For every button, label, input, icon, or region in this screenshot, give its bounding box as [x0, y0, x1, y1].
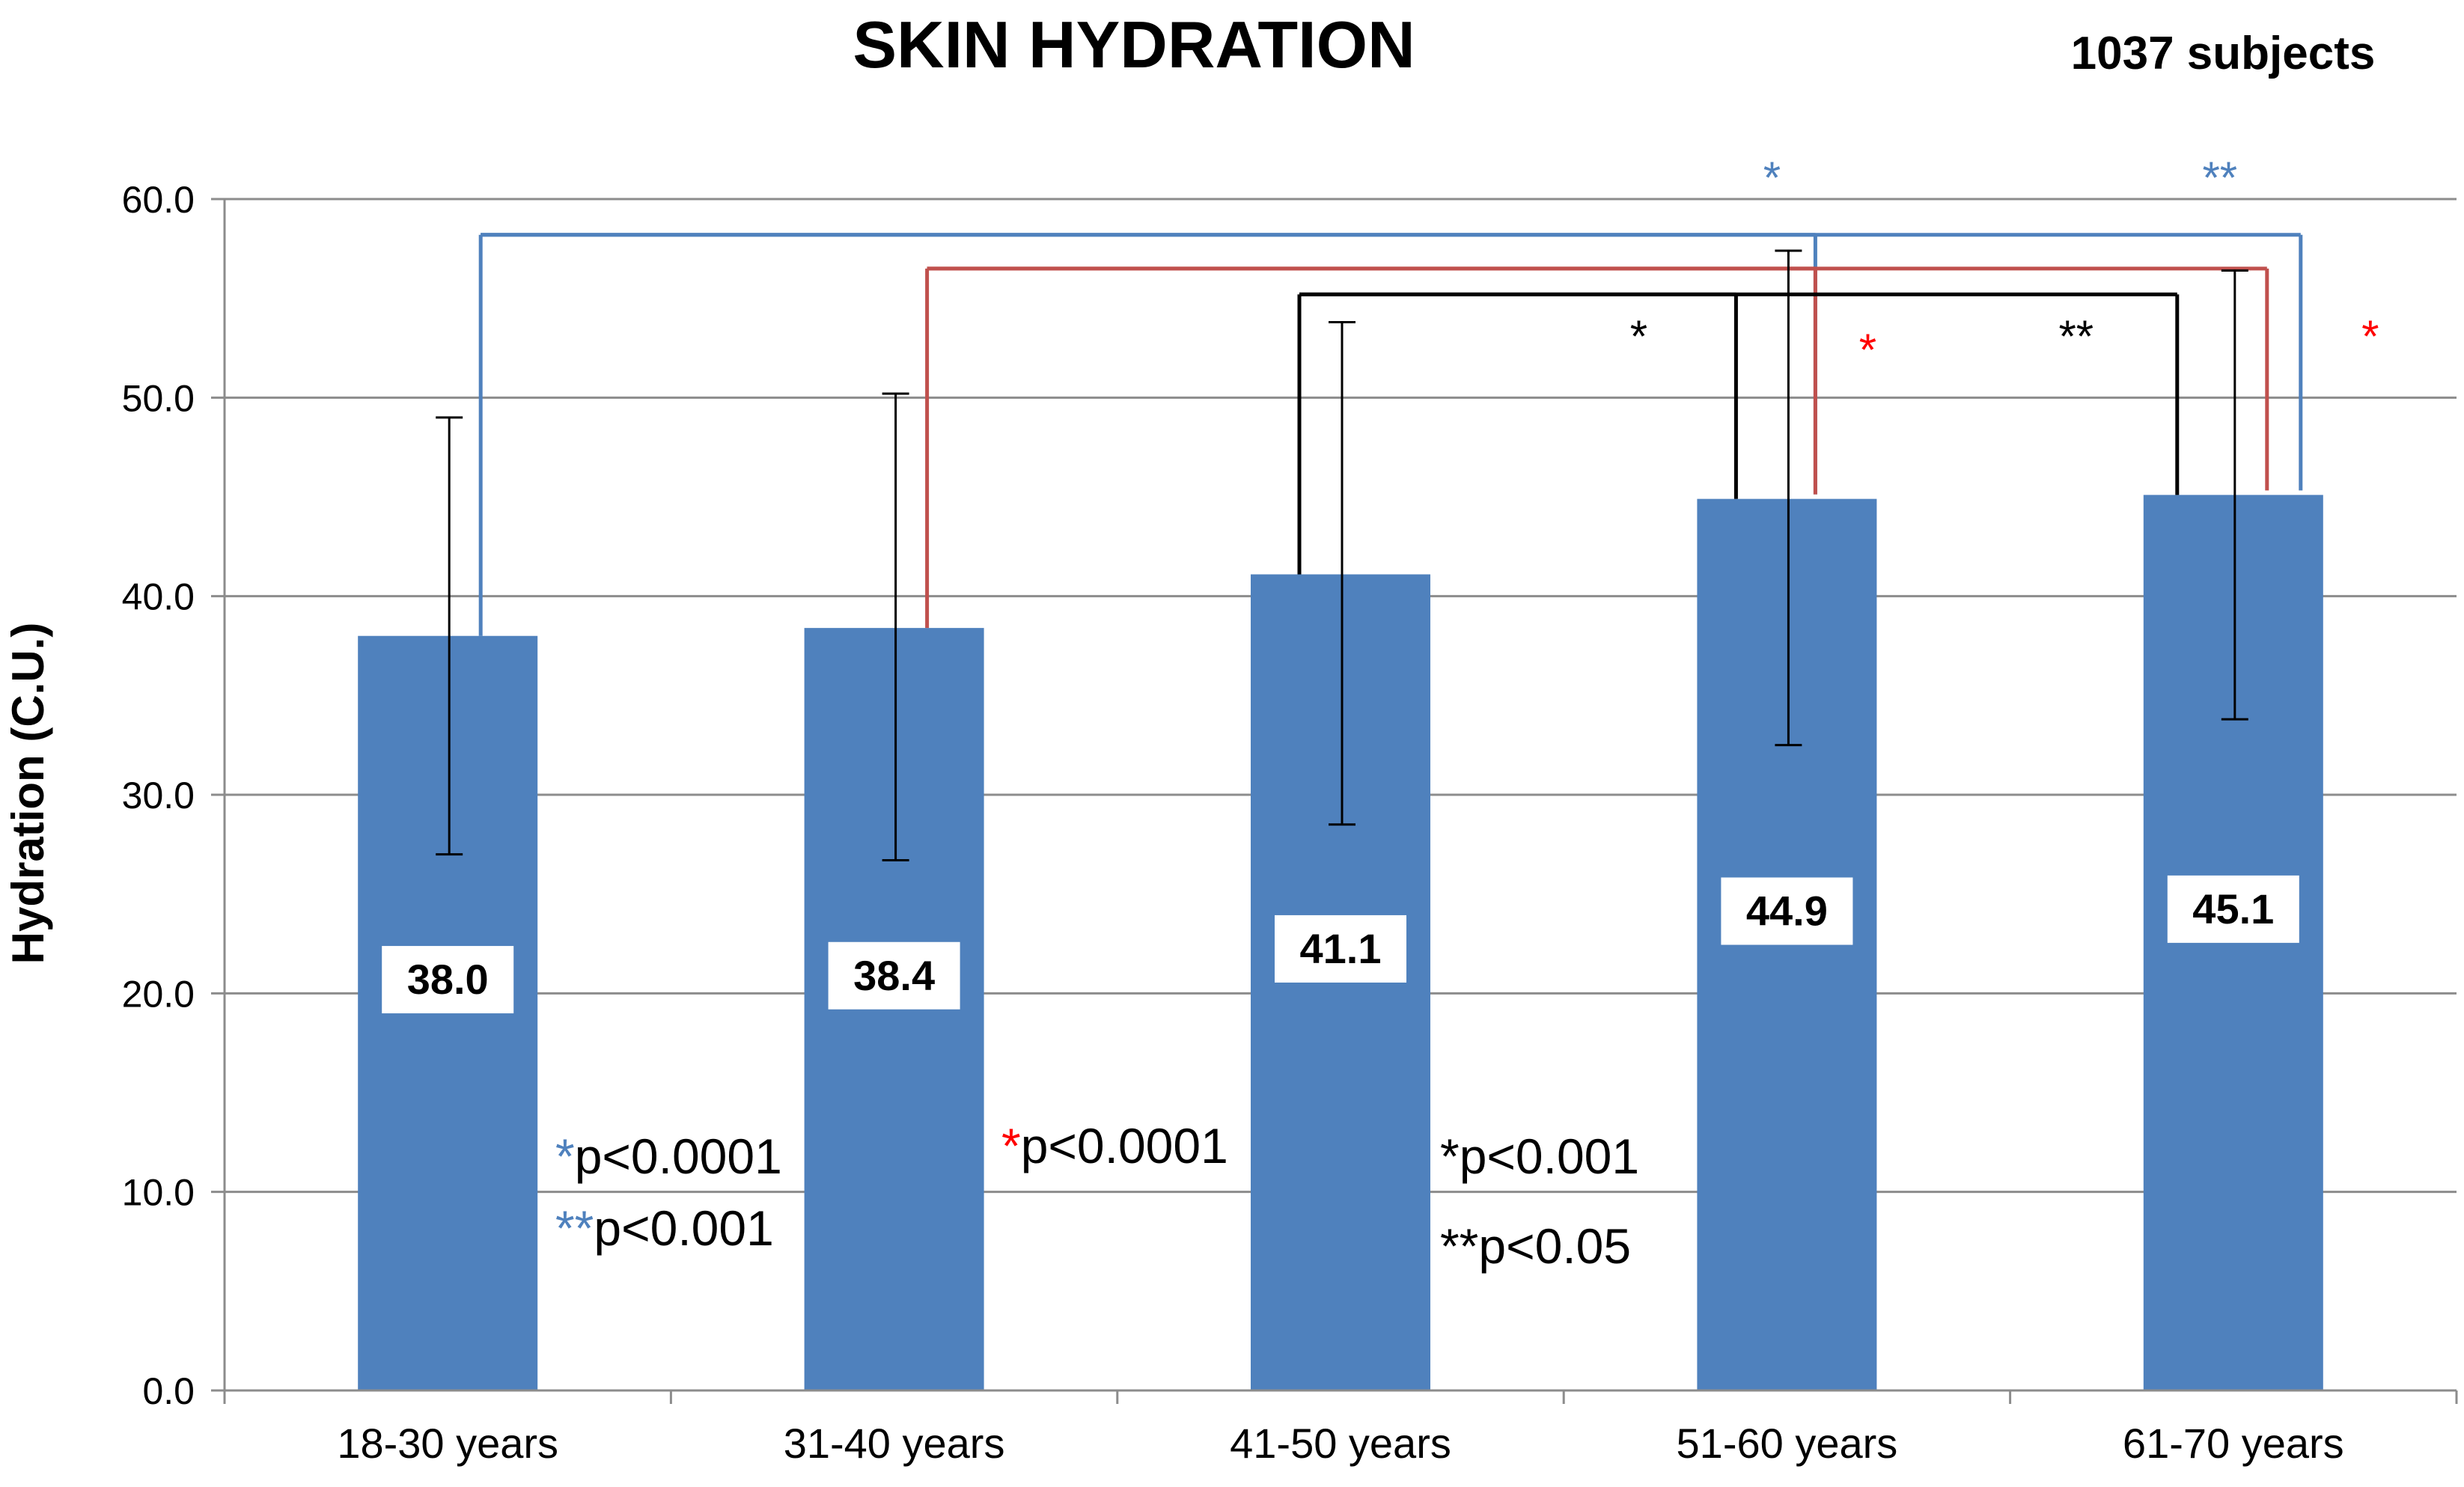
- data-label: 41.1: [1300, 925, 1382, 972]
- y-tick-label: 50.0: [122, 377, 195, 419]
- legend-mark: **: [1440, 1218, 1478, 1274]
- error-bars-layer: [436, 249, 2248, 862]
- data-label-box: [1721, 877, 1853, 945]
- labels-layer: 18-30 years 38.0 31-40 years 38.4 41-50 year…: [337, 875, 2344, 1467]
- legend-text: p<0.001: [594, 1200, 773, 1256]
- significance-mark: *: [1630, 311, 1647, 361]
- y-axis-label: Hydration (C.U.): [3, 623, 53, 965]
- x-tick-label: 51-60 years: [1677, 1420, 1898, 1467]
- axes-layer: 0.0 10.0 20.0 30.0 40.0 50.0 60.0: [122, 179, 2458, 1412]
- legend-text: p<0.0001: [1021, 1118, 1228, 1173]
- legend-mark: **: [555, 1200, 594, 1256]
- legend-text: p<0.0001: [575, 1129, 782, 1184]
- legend-text: p<0.001: [1460, 1129, 1639, 1184]
- y-tick-label: 40.0: [122, 576, 195, 618]
- y-tick-label: 20.0: [122, 973, 195, 1015]
- y-tick-label: 60.0: [122, 179, 195, 221]
- x-tick-label: 61-70 years: [2123, 1420, 2344, 1467]
- x-tick-label: 18-30 years: [337, 1420, 558, 1467]
- legend-text: p<0.05: [1478, 1218, 1631, 1274]
- significance-mark: *: [2361, 311, 2379, 361]
- legend-mark: *: [1440, 1129, 1460, 1184]
- significance-mark: *: [1763, 153, 1781, 203]
- legend-red-single: *p<0.0001: [1001, 1118, 1228, 1173]
- legend-mark: *: [1001, 1118, 1021, 1173]
- data-label-box: [1275, 915, 1406, 983]
- legend-black-double: **p<0.05: [1440, 1218, 1631, 1274]
- y-tick-label: 10.0: [122, 1172, 195, 1214]
- data-label: 38.0: [407, 956, 489, 1003]
- chart-subtitle: 1037 subjects: [2071, 28, 2376, 79]
- legend-mark: *: [555, 1129, 575, 1184]
- legend-black-single: *p<0.001: [1440, 1129, 1639, 1184]
- significance-mark: **: [2202, 153, 2237, 203]
- x-tick-label: 41-50 years: [1230, 1420, 1451, 1467]
- data-label-box: [828, 941, 960, 1010]
- data-label: 38.4: [853, 952, 935, 999]
- data-label-box: [382, 946, 514, 1014]
- data-label: 45.1: [2192, 885, 2274, 932]
- legend-blue-double: **p<0.001: [555, 1200, 774, 1256]
- brackets-layer: * *** ** **: [478, 153, 2379, 636]
- significance-mark: *: [1859, 325, 1876, 375]
- y-tick-label: 0.0: [142, 1370, 195, 1412]
- x-tick-label: 31-40 years: [784, 1420, 1005, 1467]
- legend-blue-single: *p<0.0001: [555, 1129, 782, 1184]
- data-label-box: [2167, 875, 2299, 943]
- data-label: 44.9: [1746, 888, 1828, 935]
- significance-legend: *p<0.0001 **p<0.001 *p<0.0001 *p<0.001 *…: [555, 1118, 1639, 1274]
- significance-mark: **: [2058, 311, 2094, 361]
- y-tick-label: 30.0: [122, 775, 195, 816]
- chart-title: SKIN HYDRATION: [853, 7, 1415, 82]
